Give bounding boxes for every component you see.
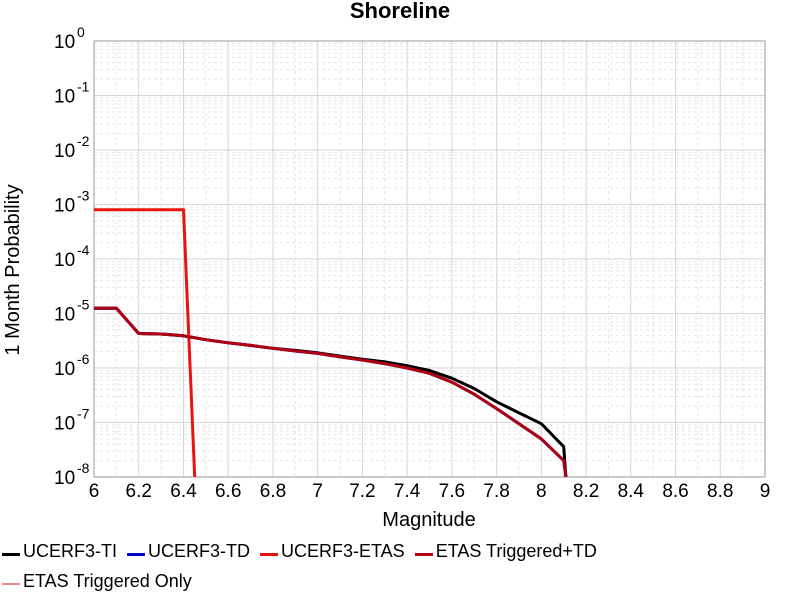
series-layer [94, 208, 568, 477]
x-tick-label: 8.8 [707, 481, 733, 502]
legend-swatch-ucerf3-etas [260, 552, 278, 556]
legend-item-ucerf3-etas: UCERF3-ETAS [258, 541, 405, 562]
legend-item-etas-triggered-only: ETAS Triggered Only [0, 571, 192, 592]
legend-label-ucerf3-ti: UCERF3-TI [23, 540, 117, 561]
legend-item-ucerf3-ti: UCERF3-TI [0, 541, 117, 562]
legend-label-ucerf3-td: UCERF3-TD [148, 540, 250, 561]
x-tick-label: 6.2 [126, 481, 152, 502]
x-axis-label: Magnitude [382, 509, 475, 531]
x-tick-label: 8.6 [662, 481, 688, 502]
x-tick-label: 8.2 [573, 481, 599, 502]
legend-label-etas-triggered-td: ETAS Triggered+TD [435, 540, 597, 561]
legend-item-ucerf3-td: UCERF3-TD [125, 541, 250, 562]
legend-row-1: UCERF3-TI UCERF3-TD UCERF3-ETAS ETAS Tri… [0, 536, 800, 566]
x-tick-label: 6.8 [260, 481, 286, 502]
legend-item-etas-triggered-td: ETAS Triggered+TD [413, 541, 597, 562]
grid-lines [93, 40, 766, 478]
y-tick-label: 10 [54, 359, 75, 380]
y-tick-label: 10 [54, 414, 75, 435]
y-tick-exponent: 0 [77, 24, 85, 40]
plot-area [93, 40, 766, 478]
legend-label-etas-triggered-only: ETAS Triggered Only [23, 570, 192, 591]
series-line-etas-triggered-td [94, 306, 568, 477]
legend-swatch-ucerf3-td [127, 552, 145, 556]
y-tick-exponent: -6 [77, 351, 90, 367]
x-tick-label: 7 [312, 481, 323, 502]
legend-swatch-ucerf3-ti [2, 552, 20, 556]
y-tick-label: 10 [54, 196, 75, 217]
legend-swatch-etas-triggered-td [414, 552, 433, 556]
y-tick-exponent: -4 [77, 242, 90, 258]
x-tick-label: 7.6 [439, 481, 465, 502]
x-tick-label: 6.4 [170, 481, 197, 502]
y-tick-label: 10 [54, 32, 75, 53]
x-tick-label: 6.6 [215, 481, 241, 502]
x-tick-label: 8 [536, 481, 547, 502]
y-tick-exponent: -7 [77, 406, 90, 422]
y-tick-exponent: -8 [77, 460, 90, 476]
x-axis-ticks: 6 6.2 6.4 6.6 6.8 7 7.2 7.4 7.6 7.8 8 8.2 8.4 8.6 8.8 9 [89, 481, 771, 502]
y-tick-exponent: -1 [77, 79, 90, 95]
y-axis-label: 1 Month Probability [2, 184, 24, 355]
legend-label-ucerf3-etas: UCERF3-ETAS [281, 540, 405, 561]
series-line-ucerf3-etas [94, 208, 197, 477]
y-tick-exponent: -5 [77, 297, 90, 313]
legend-swatch-etas-triggered-only [2, 583, 20, 585]
x-tick-label: 7.4 [394, 481, 421, 502]
x-tick-label: 7.8 [483, 481, 509, 502]
y-tick-label: 10 [54, 250, 75, 271]
y-tick-exponent: -3 [77, 188, 90, 204]
x-tick-label: 9 [760, 481, 771, 502]
x-tick-label: 6 [89, 481, 100, 502]
chart-title: Shoreline [350, 0, 450, 23]
legend-row-2: ETAS Triggered Only [0, 566, 800, 596]
y-tick-label: 10 [54, 87, 75, 108]
y-tick-label: 10 [54, 305, 75, 326]
y-tick-exponent: -2 [77, 133, 90, 149]
chart-legend: UCERF3-TI UCERF3-TD UCERF3-ETAS ETAS Tri… [0, 536, 800, 600]
y-tick-label: 10 [54, 141, 75, 162]
y-tick-label: 10 [54, 468, 75, 489]
x-tick-label: 7.2 [349, 481, 375, 502]
x-tick-label: 8.4 [618, 481, 645, 502]
chart-canvas: Shoreline 6 6.2 6.4 6.6 6.8 7 7.2 7.4 7.6 7.8 8 8.2… [2, 0, 771, 531]
